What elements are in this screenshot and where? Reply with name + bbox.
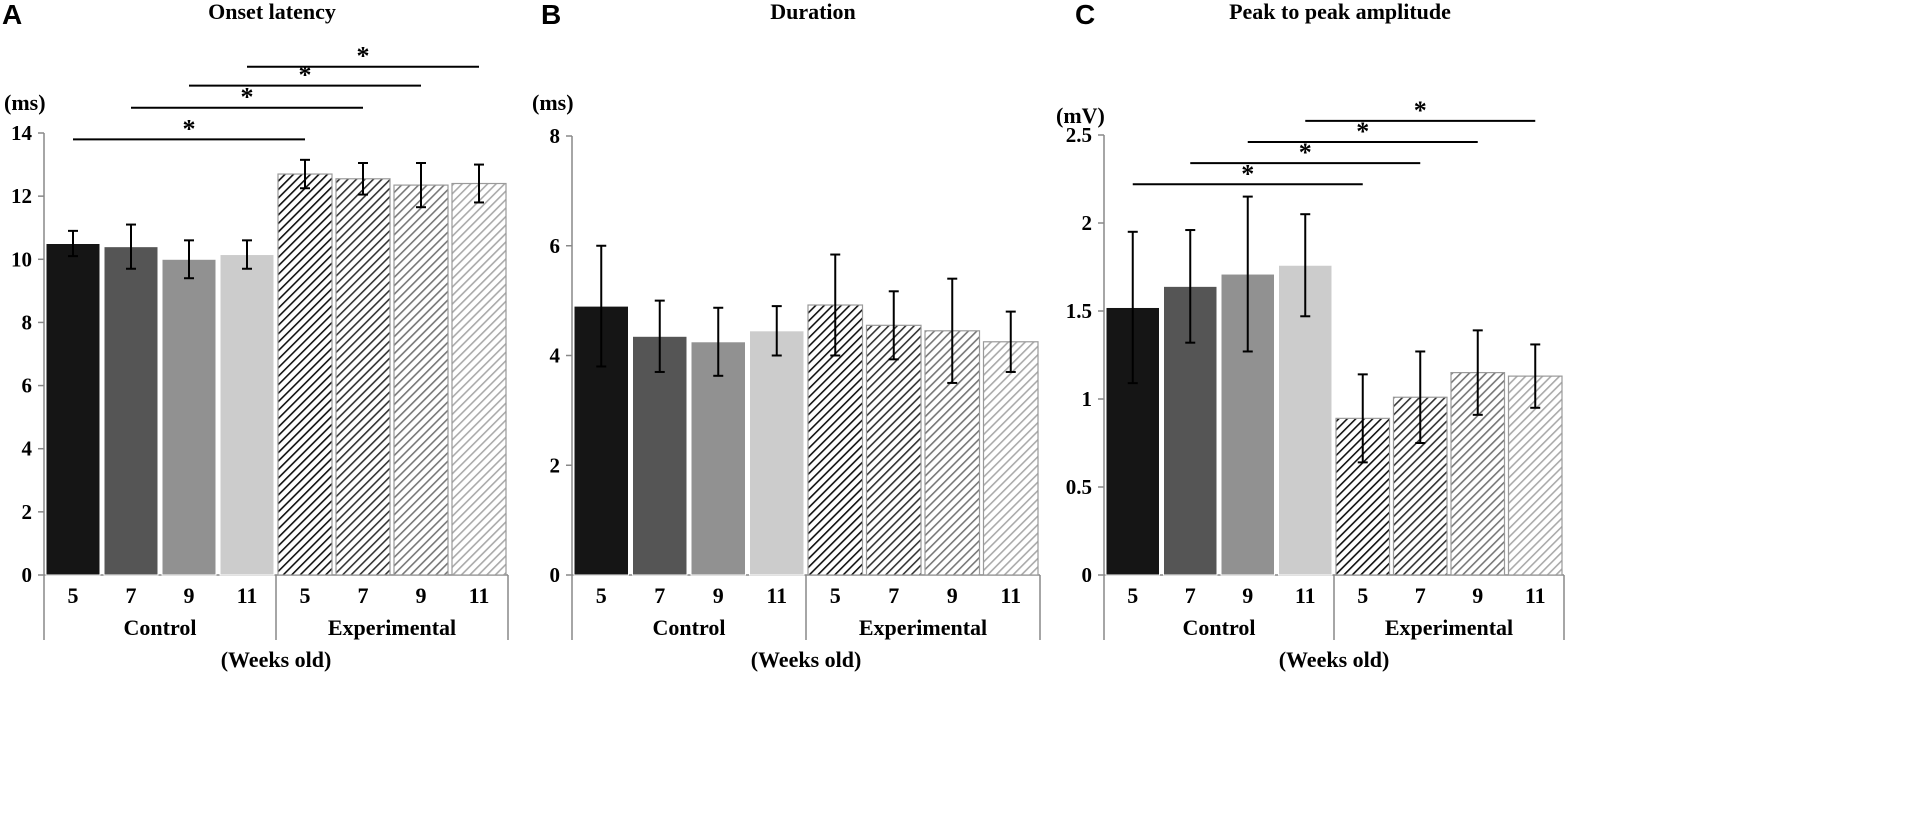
panel-letter: A [2, 0, 22, 30]
x-tick-label: 9 [947, 583, 958, 608]
y-tick-label: 6 [550, 234, 561, 258]
chart-title: Duration [770, 0, 856, 24]
x-tick-label: 9 [416, 583, 427, 608]
bar [451, 182, 507, 576]
y-axis-unit: (mV) [1056, 103, 1105, 128]
y-tick-label: 2 [1082, 211, 1093, 235]
x-tick-label: 11 [1525, 583, 1546, 608]
y-tick-label: 6 [22, 374, 33, 398]
significance-star: * [241, 83, 254, 112]
group-label: Experimental [328, 615, 456, 640]
x-tick-label: 11 [1000, 583, 1021, 608]
y-tick-label: 1 [1082, 387, 1093, 411]
x-tick-label: 9 [184, 583, 195, 608]
y-tick-label: 8 [22, 310, 33, 334]
bar [393, 184, 449, 576]
significance-star: * [183, 114, 196, 143]
significance-star: * [357, 42, 370, 71]
chart-title: Peak to peak amplitude [1229, 0, 1451, 24]
panel-c: C Peak to peak amplitude (mV) 0 0.5 1 1.5 2 2.5 5… [1056, 0, 1565, 672]
bar [807, 304, 864, 576]
x-axis-label: (Weeks old) [1279, 647, 1390, 672]
group-label: Control [1183, 615, 1256, 640]
y-axis-unit: (ms) [4, 90, 46, 115]
bar [277, 173, 333, 576]
x-tick-label: 7 [126, 583, 137, 608]
y-tick-label: 4 [22, 437, 33, 461]
x-tick-label: 11 [237, 583, 258, 608]
y-tick-label: 4 [550, 344, 561, 368]
x-tick-label: 5 [300, 583, 311, 608]
bar [45, 243, 101, 576]
x-tick-label: 9 [1242, 583, 1253, 608]
significance-star: * [1299, 138, 1312, 167]
significance-star: * [1241, 159, 1254, 188]
x-tick-label: 5 [1127, 583, 1138, 608]
panel-b: B Duration (ms) 0 2 4 6 8 5 7 9 11 5 7 9 11 Control Exper… [532, 0, 1041, 672]
bar [690, 341, 746, 576]
bar [1507, 375, 1563, 576]
y-tick-label: 2 [550, 453, 561, 477]
significance-star: * [299, 61, 312, 90]
x-tick-label: 7 [654, 583, 665, 608]
y-tick-label: 0 [550, 563, 561, 587]
bar [219, 254, 275, 576]
y-tick-label: 10 [11, 247, 32, 271]
x-tick-label: 11 [469, 583, 490, 608]
bar [335, 178, 391, 576]
x-tick-label: 7 [1415, 583, 1426, 608]
x-tick-label: 5 [830, 583, 841, 608]
group-label: Experimental [859, 615, 987, 640]
y-tick-label: 12 [11, 184, 32, 208]
x-axis-label: (Weeks old) [751, 647, 862, 672]
bar [161, 258, 217, 576]
x-tick-label: 9 [713, 583, 724, 608]
bar [1335, 417, 1391, 576]
x-tick-label: 5 [68, 583, 79, 608]
bar [103, 246, 159, 576]
y-tick-label: 1.5 [1066, 299, 1092, 323]
group-label: Control [653, 615, 726, 640]
panel-letter: B [541, 0, 561, 30]
x-tick-label: 7 [888, 583, 899, 608]
y-tick-label: 0.5 [1066, 475, 1092, 499]
y-tick-label: 2 [22, 500, 33, 524]
y-tick-label: 2.5 [1066, 123, 1092, 147]
bar [982, 341, 1039, 576]
x-tick-label: 5 [1357, 583, 1368, 608]
bar [865, 324, 922, 576]
group-label: Control [124, 615, 197, 640]
group-label: Experimental [1385, 615, 1513, 640]
x-axis-label: (Weeks old) [221, 647, 332, 672]
significance-star: * [1356, 117, 1369, 146]
panel-a: A Onset latency (ms) 0 2 4 6 8 10 12 14 5 7 9 11 5 7 9 11 C… [2, 0, 509, 672]
x-tick-label: 11 [766, 583, 787, 608]
chart-title: Onset latency [208, 0, 336, 24]
y-axis-unit: (ms) [532, 90, 574, 115]
significance-star: * [1414, 96, 1427, 125]
y-tick-label: 0 [1082, 563, 1093, 587]
x-tick-label: 9 [1472, 583, 1483, 608]
y-tick-label: 0 [22, 563, 33, 587]
panel-letter: C [1075, 0, 1095, 30]
x-tick-label: 5 [596, 583, 607, 608]
y-tick-label: 14 [11, 121, 33, 145]
x-tick-label: 7 [358, 583, 369, 608]
x-tick-label: 11 [1295, 583, 1316, 608]
x-tick-label: 7 [1185, 583, 1196, 608]
bar [749, 330, 805, 576]
y-tick-label: 8 [550, 124, 561, 148]
